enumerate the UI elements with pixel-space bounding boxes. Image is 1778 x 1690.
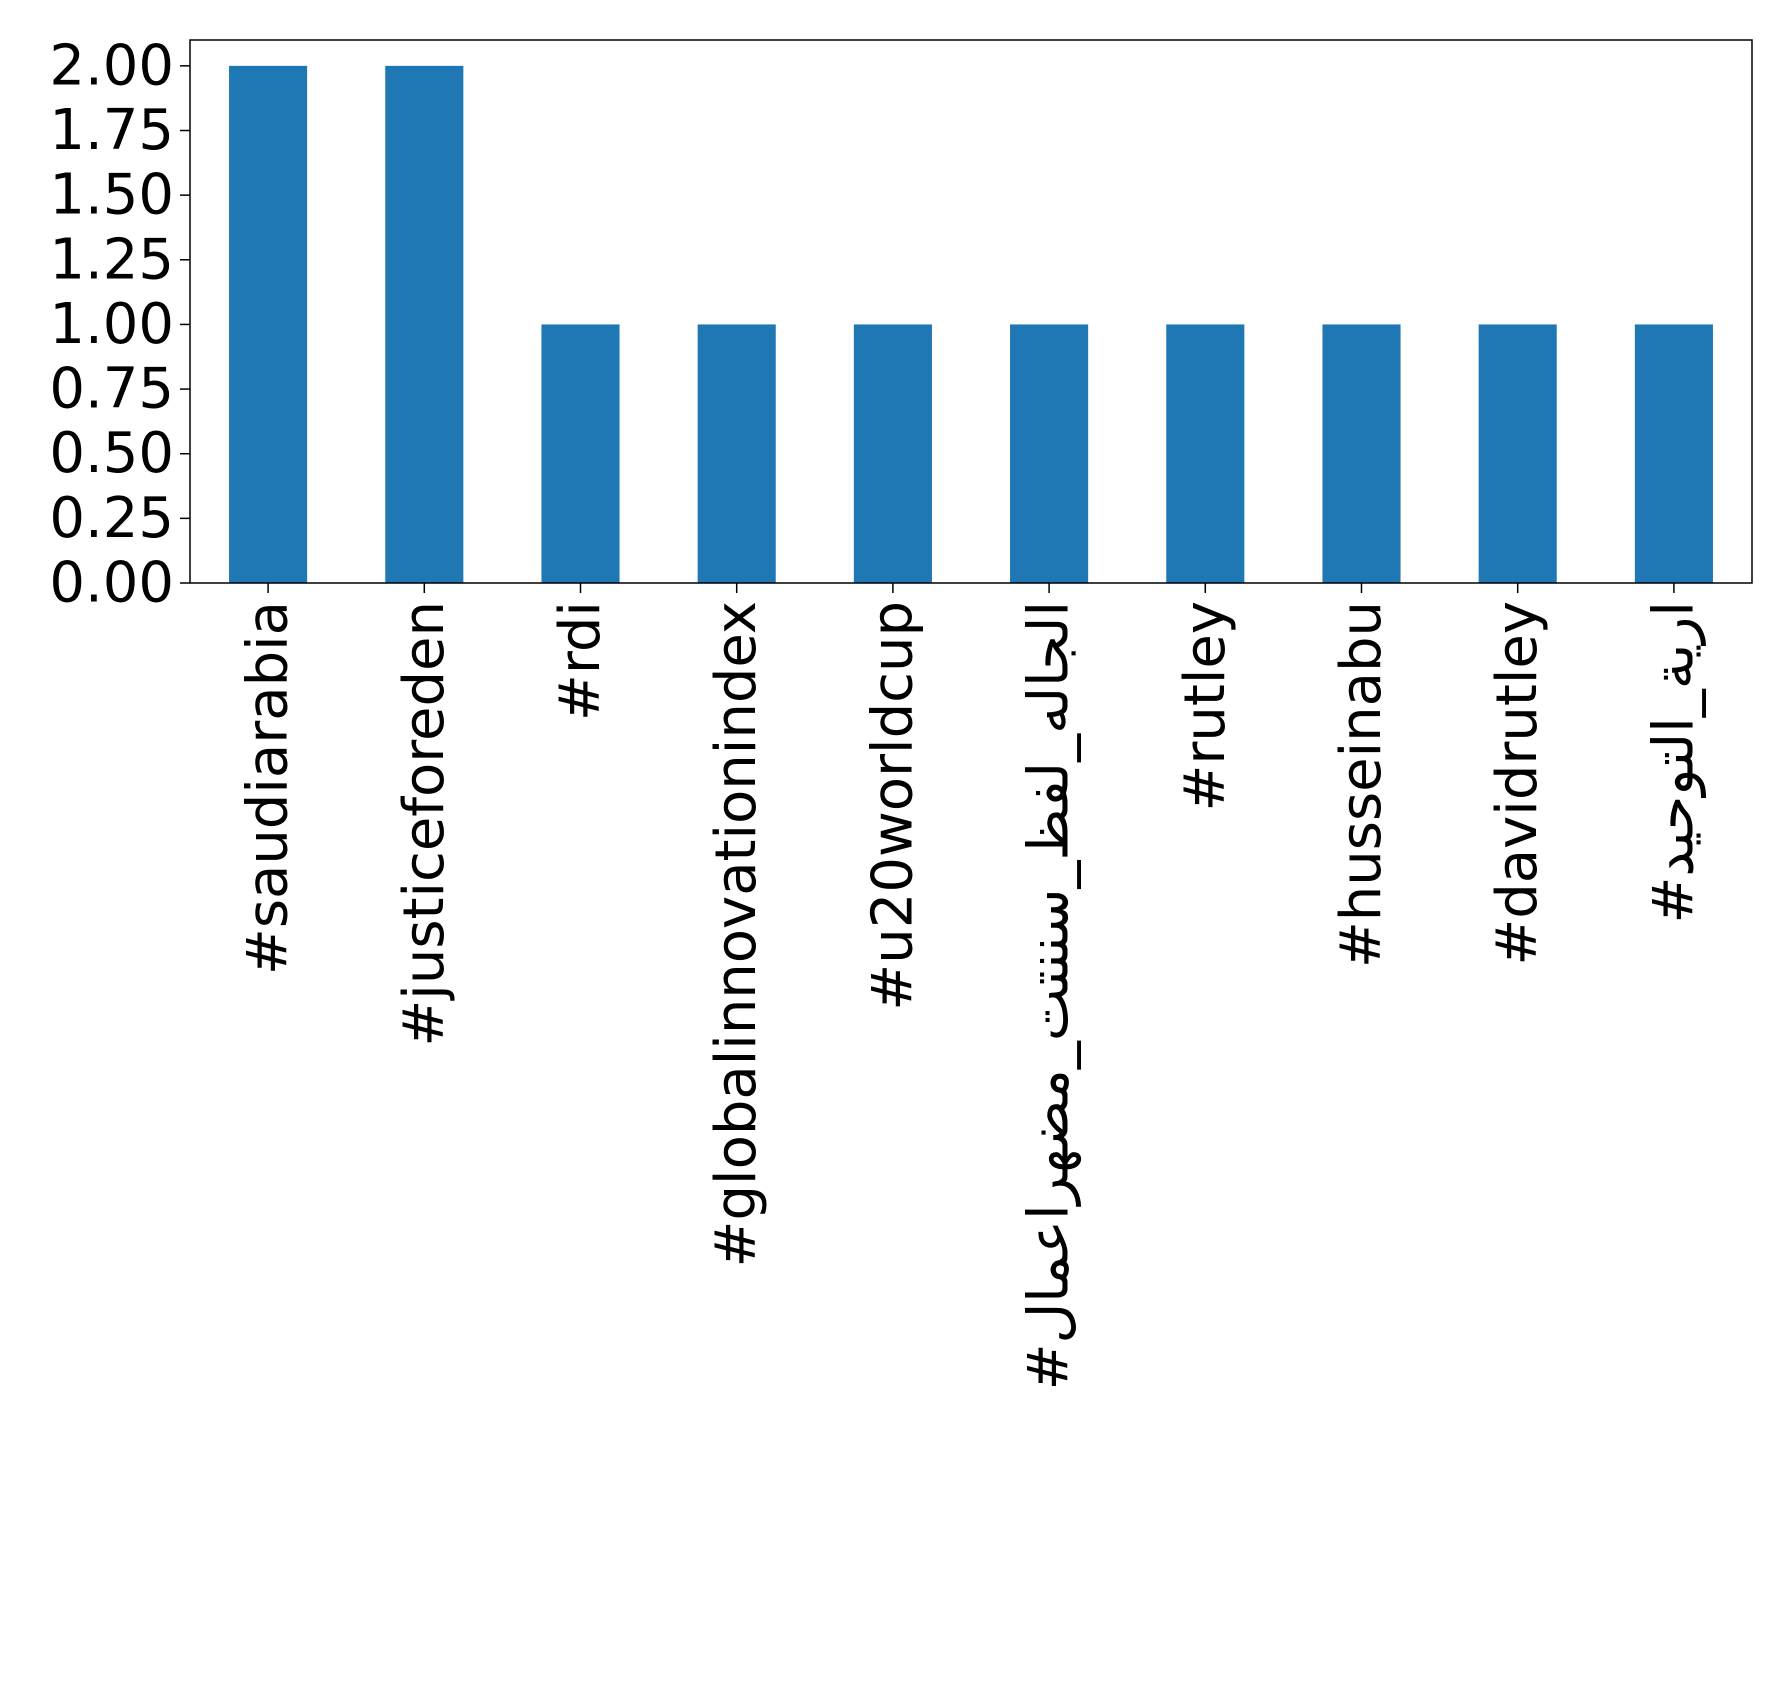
x-tick-label-8: #davidrutley bbox=[1485, 601, 1550, 966]
y-tick-label-5: 1.25 bbox=[49, 227, 174, 292]
y-tick-label-6: 1.50 bbox=[49, 163, 174, 228]
bar-5 bbox=[1010, 324, 1089, 583]
plot-frame bbox=[189, 39, 1753, 584]
y-tick-label-4: 1.00 bbox=[49, 292, 174, 357]
bar-8 bbox=[1478, 324, 1557, 583]
y-tick-label-0: 0.00 bbox=[49, 551, 174, 616]
bar-3 bbox=[697, 324, 776, 583]
y-tick-label-1: 0.25 bbox=[49, 486, 174, 551]
bars-layer bbox=[229, 65, 1713, 584]
bar-2 bbox=[541, 324, 620, 583]
bar-6 bbox=[1166, 324, 1245, 583]
x-tick-label-7: #husseinabu bbox=[1329, 601, 1394, 968]
y-tick-label-7: 1.75 bbox=[49, 98, 174, 163]
bar-7 bbox=[1322, 324, 1401, 583]
bar-4 bbox=[853, 324, 932, 583]
x-tick-label-2: #rdi bbox=[548, 601, 613, 721]
bar-9 bbox=[1634, 324, 1713, 583]
y-tick-label-2: 0.50 bbox=[49, 421, 174, 486]
y-tick-label-3: 0.75 bbox=[49, 357, 174, 422]
x-tick-label-9: #ارية_التوحيد bbox=[1641, 601, 1706, 924]
x-tick-label-4: #u20worldcup bbox=[860, 601, 925, 1011]
x-tick-label-6: #rutley bbox=[1173, 601, 1238, 812]
y-tick-label-8: 2.00 bbox=[49, 33, 174, 98]
x-tick-label-3: #globalinnovationindex bbox=[704, 601, 769, 1267]
x-tick-label-5: #الجاله_لفظ_سننتت_مضهراعمال bbox=[1017, 601, 1082, 1390]
x-axis: #saudiarabia #justiceforeden #rdi #globalin… bbox=[236, 583, 1706, 1390]
x-tick-label-0: #saudiarabia bbox=[236, 601, 301, 975]
y-axis: 0.000.250.500.751.001.251.501.752.00 bbox=[49, 33, 190, 616]
x-tick-label-1: #justiceforeden bbox=[392, 601, 457, 1047]
bar-0 bbox=[229, 65, 308, 584]
bar-1 bbox=[385, 65, 464, 584]
